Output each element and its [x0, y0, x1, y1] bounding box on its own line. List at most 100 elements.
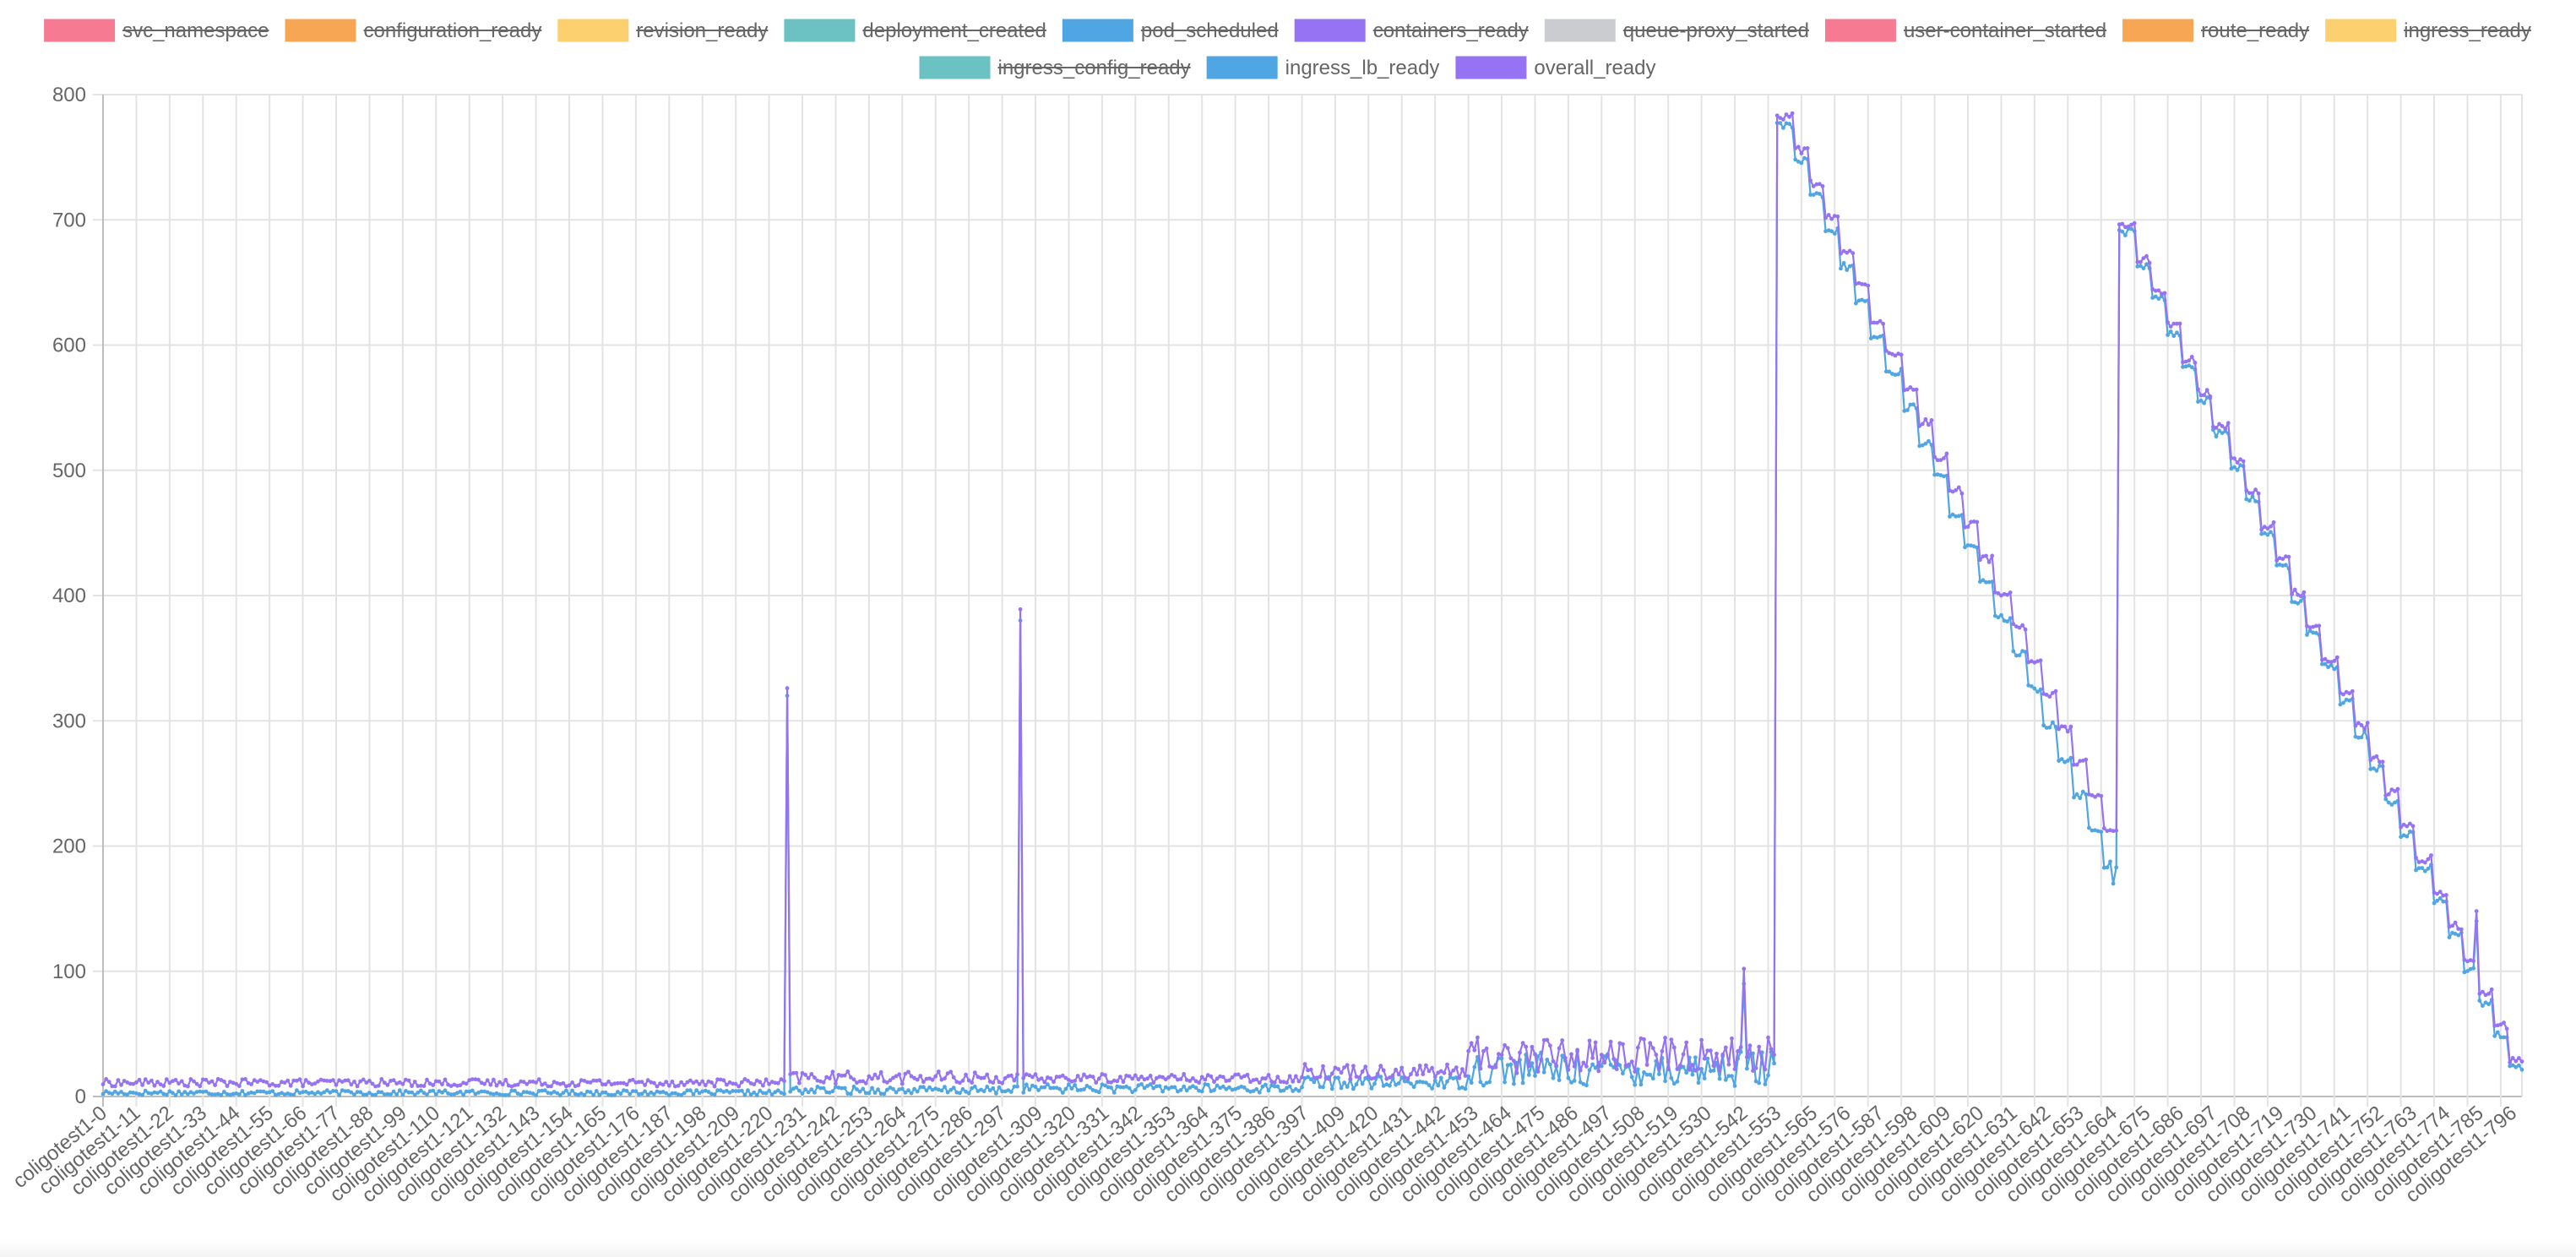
- legend-item-revision-ready[interactable]: revision_ready: [557, 19, 768, 42]
- data-point: [276, 1083, 281, 1088]
- data-point: [2208, 394, 2213, 399]
- data-point: [1457, 1086, 1462, 1091]
- legend-item-queue-proxy-started[interactable]: queue-proxy_started: [1544, 19, 1809, 42]
- legend-item-overall-ready[interactable]: overall_ready: [1455, 56, 1656, 79]
- data-point: [1823, 229, 1829, 234]
- data-point: [458, 1083, 463, 1088]
- legend-item-route-ready[interactable]: route_ready: [2122, 19, 2309, 42]
- data-point: [882, 1079, 887, 1084]
- data-point: [1948, 488, 1952, 493]
- data-point: [2422, 860, 2427, 865]
- data-point: [870, 1086, 874, 1091]
- data-point: [158, 1082, 163, 1086]
- legend-item-ingress-ready[interactable]: ingress_ready: [2325, 19, 2531, 42]
- data-point: [101, 1091, 106, 1096]
- data-point: [2147, 260, 2152, 265]
- data-point: [303, 1090, 308, 1094]
- data-point: [1732, 1084, 1737, 1088]
- data-point: [1390, 1073, 1395, 1078]
- data-point: [606, 1080, 611, 1084]
- data-point: [1927, 438, 1931, 443]
- legend-item-pod-scheduled[interactable]: pod_scheduled: [1062, 19, 1279, 42]
- data-point: [1617, 1041, 1622, 1046]
- data-point: [528, 1080, 532, 1084]
- data-point: [1548, 1062, 1552, 1067]
- data-point: [448, 1084, 454, 1088]
- data-point: [591, 1092, 596, 1097]
- legend-item-deployment-created[interactable]: deployment_created: [784, 19, 1046, 42]
- data-point: [1118, 1085, 1122, 1090]
- data-point: [1787, 122, 1792, 127]
- data-point: [1587, 1068, 1592, 1073]
- data-point: [2350, 688, 2355, 694]
- data-point: [618, 1080, 623, 1086]
- data-point: [1057, 1086, 1062, 1091]
- data-point: [2383, 793, 2389, 798]
- data-point: [1717, 1069, 1722, 1073]
- data-point: [1075, 1088, 1080, 1092]
- data-point: [2035, 659, 2040, 664]
- data-point: [2204, 388, 2209, 393]
- data-point: [1193, 1079, 1198, 1084]
- legend-item-containers-ready[interactable]: containers_ready: [1294, 19, 1529, 42]
- data-point: [1512, 1081, 1516, 1086]
- data-point: [688, 1078, 693, 1083]
- legend-item-ingress-lb-ready[interactable]: ingress_lb_ready: [1206, 56, 1440, 79]
- data-point: [2150, 296, 2155, 300]
- data-point: [857, 1089, 862, 1094]
- data-point: [1862, 282, 1867, 287]
- data-point: [775, 1080, 780, 1086]
- data-point: [1614, 1067, 1619, 1072]
- data-point: [1650, 1076, 1655, 1081]
- data-point: [2217, 428, 2222, 433]
- legend-swatch: [1455, 56, 1527, 79]
- data-point: [1118, 1075, 1122, 1079]
- data-point: [243, 1077, 247, 1081]
- data-point: [1663, 1079, 1667, 1084]
- data-point: [2093, 794, 2098, 799]
- data-point: [764, 1077, 769, 1082]
- data-point: [936, 1087, 941, 1092]
- data-point: [591, 1078, 596, 1083]
- data-point: [1763, 1067, 1768, 1072]
- data-point: [1451, 1076, 1456, 1080]
- data-point: [981, 1089, 986, 1094]
- data-point: [855, 1080, 859, 1086]
- data-point: [2332, 667, 2337, 672]
- data-point: [1096, 1076, 1101, 1081]
- data-point: [2265, 532, 2270, 537]
- data-point: [1611, 1057, 1617, 1061]
- data-point: [1893, 353, 1898, 358]
- data-point: [700, 1079, 705, 1084]
- data-point: [2026, 660, 2031, 665]
- data-point: [721, 1090, 726, 1094]
- data-point: [2008, 616, 2013, 621]
- data-point: [700, 1089, 705, 1094]
- data-point: [582, 1092, 587, 1097]
- data-point: [1823, 215, 1829, 220]
- data-point: [1339, 1086, 1344, 1091]
- data-point: [2168, 329, 2173, 334]
- data-point: [658, 1081, 662, 1086]
- data-point: [649, 1090, 654, 1095]
- data-point: [1417, 1064, 1422, 1068]
- data-point: [2495, 1023, 2500, 1028]
- data-point: [1990, 580, 1995, 585]
- data-point: [2450, 923, 2455, 928]
- legend-item-svc-namespace[interactable]: svc_namespace: [44, 19, 269, 42]
- legend-item-user-container-started[interactable]: user-container_started: [1824, 19, 2106, 42]
- data-point: [345, 1089, 351, 1093]
- data-point: [1121, 1085, 1126, 1090]
- data-point: [2284, 554, 2288, 559]
- legend-item-ingress-config-ready[interactable]: ingress_config_ready: [919, 56, 1191, 79]
- data-point: [976, 1075, 981, 1080]
- data-point: [1990, 553, 1995, 558]
- data-point: [1693, 1068, 1698, 1073]
- data-point: [500, 1092, 505, 1097]
- data-point: [1033, 1085, 1038, 1089]
- data-point: [1264, 1082, 1268, 1087]
- data-point: [951, 1075, 956, 1080]
- data-point: [1052, 1086, 1056, 1091]
- legend-item-configuration-ready[interactable]: configuration_ready: [285, 19, 542, 42]
- data-point: [2362, 726, 2367, 731]
